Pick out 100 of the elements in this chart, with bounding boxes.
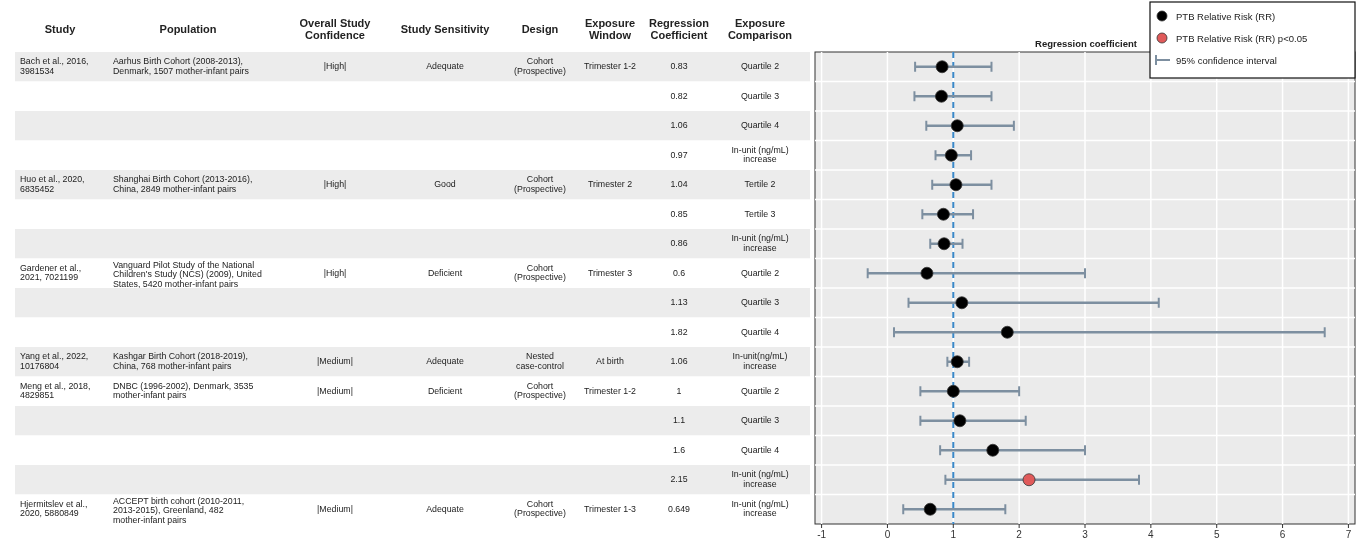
chart-title: Regression coefficient bbox=[1035, 38, 1138, 49]
text: ACCEPT birth cohort (2010-2011, 2013-2015), Greenland, 482 mother-infant pairs bbox=[113, 495, 245, 525]
text: Cohort (Prospective) bbox=[514, 56, 566, 76]
text: 1.06 bbox=[670, 120, 688, 130]
category-label: Population bbox=[159, 23, 217, 35]
text: 2.15 bbox=[670, 474, 688, 484]
text: Bach et al., 2016, 3981534 bbox=[20, 56, 89, 76]
text: Yang et al., 2022, 10176804 bbox=[20, 351, 89, 371]
legend-label: PTB Relative Risk (RR) p<0.05 bbox=[1176, 32, 1308, 44]
text: |High| bbox=[323, 179, 347, 189]
x-tick-label: 6 bbox=[1279, 529, 1286, 540]
text: Huo et al., 2020, 6835452 bbox=[20, 174, 85, 194]
text: Tertile 2 bbox=[744, 179, 776, 189]
text: 1.6 bbox=[672, 444, 686, 455]
text: Adequate bbox=[426, 503, 464, 514]
x-tick-label: 0 bbox=[884, 529, 891, 540]
text: Cohort (Prospective) bbox=[514, 262, 566, 283]
text: 0.82 bbox=[670, 90, 688, 101]
text: Kashgar Birth Cohort (2018-2019), China, 768 mother-infant pairs bbox=[113, 351, 248, 371]
text: 0.97 bbox=[670, 149, 688, 160]
text: Quartile 2 bbox=[740, 385, 780, 396]
category-label: Regression Coefficient bbox=[649, 17, 710, 42]
category-label: Exposure Comparison bbox=[727, 17, 793, 42]
point bbox=[953, 414, 967, 428]
point bbox=[935, 89, 948, 103]
text: Deficient bbox=[427, 267, 463, 278]
point bbox=[1022, 473, 1036, 487]
text: Quartile 2 bbox=[740, 61, 780, 71]
text: Quartile 3 bbox=[740, 297, 780, 307]
point bbox=[944, 148, 958, 162]
point bbox=[950, 119, 964, 133]
text: |High| bbox=[323, 61, 347, 71]
text: Trimester 1-2 bbox=[584, 385, 636, 396]
point bbox=[946, 384, 960, 398]
x-tick-label: 7 bbox=[1345, 529, 1352, 540]
point bbox=[935, 60, 949, 74]
text: In-unit (ng/mL) increase bbox=[731, 498, 789, 519]
text: Trimester 3 bbox=[587, 267, 633, 278]
legend-label: PTB Relative Risk (RR) bbox=[1176, 10, 1276, 22]
text: 1.04 bbox=[670, 179, 688, 189]
category-label: Study bbox=[44, 23, 77, 35]
x-tick-label: -1 bbox=[817, 529, 827, 540]
text: Quartile 3 bbox=[740, 90, 780, 101]
text: In-unit(ng/mL) increase bbox=[732, 351, 788, 371]
text: Gardener et al., 2021, 7021199 bbox=[20, 262, 82, 283]
text: Good bbox=[434, 179, 456, 189]
text: DNBC (1996-2002), Denmark, 3535 mother-infant pairs bbox=[113, 380, 254, 401]
x-tick-label: 4 bbox=[1148, 529, 1155, 540]
text: 1 bbox=[676, 385, 682, 396]
text: 0.6 bbox=[672, 267, 686, 278]
text: Trimester 2 bbox=[587, 179, 633, 189]
text: |Medium| bbox=[317, 385, 353, 396]
text: Cohort (Prospective) bbox=[514, 174, 566, 194]
text: Cohort (Prospective) bbox=[514, 498, 566, 519]
point bbox=[950, 355, 964, 369]
text: In-unit (ng/mL) increase bbox=[731, 233, 789, 253]
point bbox=[949, 178, 963, 192]
text: At birth bbox=[596, 356, 624, 366]
text: Quartile 4 bbox=[740, 444, 780, 455]
text: Trimester 1-3 bbox=[584, 503, 636, 514]
text: 1.06 bbox=[670, 356, 688, 366]
text: 1.13 bbox=[670, 297, 688, 307]
text: Vanguard Pilot Study of the National Children's Study (NCS) (2009), United States, 5420 mother-infant pairs bbox=[113, 259, 262, 289]
point bbox=[937, 237, 951, 251]
text: 1.82 bbox=[670, 326, 688, 337]
text: 0.85 bbox=[670, 208, 688, 219]
text: Hjermitslev et al., 2020, 5880849 bbox=[20, 498, 88, 519]
text: Quartile 4 bbox=[740, 120, 780, 130]
point bbox=[955, 296, 969, 310]
text: |Medium| bbox=[317, 503, 353, 514]
text: Adequate bbox=[426, 61, 464, 71]
x-tick-label: 3 bbox=[1082, 529, 1089, 540]
annotation: 95% confidence interval bbox=[1176, 54, 1277, 66]
text: In-unit (ng/mL) increase bbox=[731, 144, 789, 165]
text: Shanghai Birth Cohort (2013-2016), China, 2849 mother-infant pairs bbox=[113, 174, 253, 194]
text: Trimester 1-2 bbox=[584, 61, 636, 71]
text: 0.83 bbox=[670, 61, 688, 71]
x-tick-label: 2 bbox=[1016, 529, 1023, 540]
text: Deficient bbox=[427, 385, 463, 396]
x-tick-label: 5 bbox=[1213, 529, 1220, 540]
category-label: Exposure Window bbox=[584, 17, 636, 42]
text: Quartile 4 bbox=[740, 326, 780, 337]
text: Aarhus Birth Cohort (2008-2013), Denmark, 1507 mother-infant pairs bbox=[113, 56, 249, 76]
text: In-unit (ng/mL) increase bbox=[731, 469, 789, 489]
text: Adequate bbox=[426, 356, 464, 366]
text: |High| bbox=[323, 267, 347, 278]
point bbox=[923, 502, 937, 516]
category-label: Overall Study Confidence bbox=[299, 17, 372, 42]
category-label: Study Sensitivity bbox=[400, 23, 491, 35]
point bbox=[920, 266, 934, 280]
point bbox=[937, 207, 950, 221]
text: 0.649 bbox=[667, 503, 691, 514]
text: Quartile 2 bbox=[740, 267, 780, 278]
text: Cohort (Prospective) bbox=[514, 380, 566, 401]
text: Tertile 3 bbox=[744, 208, 776, 219]
text: Nested case-control bbox=[516, 351, 564, 371]
text: Meng et al., 2018, 4829851 bbox=[20, 380, 91, 401]
x-tick-label: 1 bbox=[950, 529, 957, 540]
text: 1.1 bbox=[672, 415, 686, 425]
category-label: Design bbox=[521, 23, 559, 35]
